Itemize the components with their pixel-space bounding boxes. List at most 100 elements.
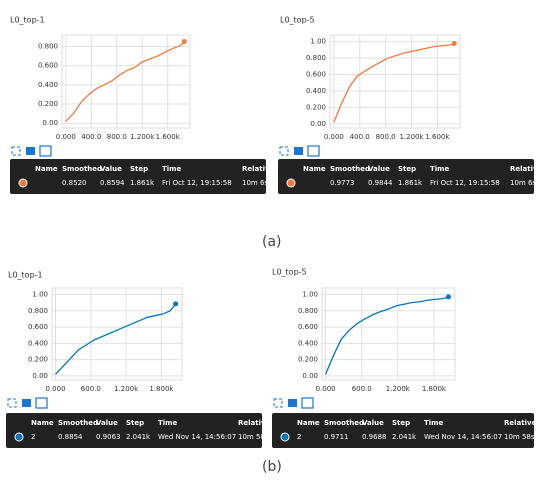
expand-icon[interactable] bbox=[11, 146, 21, 156]
x-tick-label: 1.800k bbox=[422, 385, 447, 393]
x-tick-label: 600.0 bbox=[81, 385, 101, 393]
tooltip-header: Name bbox=[35, 165, 58, 173]
fit-icon[interactable] bbox=[39, 145, 52, 157]
x-tick-label: 400.0 bbox=[350, 133, 370, 141]
line bbox=[333, 42, 455, 123]
data-icon[interactable] bbox=[26, 147, 35, 155]
tooltip-cell: 0.8854 bbox=[58, 433, 83, 441]
tooltip-header: Time bbox=[424, 419, 443, 427]
y-tick-label: 0.800 bbox=[306, 54, 326, 62]
x-tick-label: 800.0 bbox=[376, 133, 396, 141]
chart-title: L0_top-1 bbox=[10, 16, 45, 25]
tooltip-header: Relative bbox=[510, 165, 538, 173]
x-tick-label: 400.0 bbox=[81, 133, 101, 141]
data-icon[interactable] bbox=[288, 399, 297, 407]
tooltip-header: Step bbox=[130, 165, 148, 173]
tooltip-header: Relative bbox=[504, 419, 537, 427]
x-tick-label: 600.0 bbox=[352, 385, 372, 393]
expand-icon[interactable] bbox=[7, 398, 17, 408]
y-tick-label: 0.00 bbox=[310, 120, 326, 128]
tooltip-cell: 0.9063 bbox=[96, 433, 121, 441]
y-tick-label: 0.200 bbox=[306, 103, 326, 111]
tooltip-cell: Fri Oct 12, 19:15:58 bbox=[162, 179, 232, 187]
tooltip-cell: 0.9711 bbox=[324, 433, 349, 441]
tooltip-cell: 2.041k bbox=[392, 433, 417, 441]
x-tick-label: 1.200k bbox=[386, 385, 411, 393]
line bbox=[55, 303, 177, 375]
fit-icon[interactable] bbox=[307, 145, 320, 157]
tooltip-header: Value bbox=[362, 419, 384, 427]
tooltip-box bbox=[10, 159, 266, 194]
tooltip-cell: 10m 6s bbox=[242, 179, 268, 187]
plot-border bbox=[329, 34, 461, 129]
data-icon[interactable] bbox=[22, 399, 31, 407]
tooltip-header: Relative bbox=[242, 165, 275, 173]
tooltip-box bbox=[278, 159, 534, 194]
y-tick-label: 0.400 bbox=[298, 339, 318, 347]
plot-border bbox=[51, 287, 183, 381]
tooltip-box bbox=[6, 413, 262, 448]
series-swatch bbox=[18, 178, 28, 188]
x-tick-label: 800.0 bbox=[107, 133, 127, 141]
y-tick-label: 0.400 bbox=[38, 81, 58, 89]
tooltip-header: Smoothed bbox=[330, 165, 370, 173]
chart-title: L0_top-5 bbox=[272, 268, 307, 277]
tooltip-cell: 1.861k bbox=[130, 179, 155, 187]
y-tick-label: 0.600 bbox=[38, 62, 58, 70]
expand-icon[interactable] bbox=[273, 398, 283, 408]
y-tick-label: 0.400 bbox=[28, 339, 48, 347]
tooltip-header: Name bbox=[303, 165, 326, 173]
tooltip-header: Step bbox=[392, 419, 410, 427]
fit-icon[interactable] bbox=[35, 397, 48, 409]
tooltip-cell: 0.9844 bbox=[368, 179, 393, 187]
tooltip-header: Time bbox=[162, 165, 181, 173]
y-tick-label: 0.600 bbox=[28, 323, 48, 331]
end-point bbox=[445, 294, 451, 300]
y-tick-label: 0.800 bbox=[298, 307, 318, 315]
y-tick-label: 0.00 bbox=[32, 372, 48, 380]
tooltip-cell: 2.041k bbox=[126, 433, 151, 441]
tooltip-header: Smoothed bbox=[58, 419, 98, 427]
y-tick-label: 1.00 bbox=[302, 291, 318, 299]
chart-title: L0_top-5 bbox=[280, 16, 315, 25]
tooltip-cell: 0.9773 bbox=[330, 179, 355, 187]
end-point bbox=[173, 301, 179, 307]
x-tick-label: 1.600k bbox=[425, 133, 450, 141]
caption: (a) bbox=[262, 234, 282, 250]
tooltip-header: Smoothed bbox=[62, 165, 102, 173]
data-icon[interactable] bbox=[294, 147, 303, 155]
tooltip-header: Time bbox=[158, 419, 177, 427]
tooltip-header: Value bbox=[100, 165, 122, 173]
tooltip-cell: 10m 6s bbox=[510, 179, 536, 187]
line bbox=[65, 41, 185, 122]
plot-border bbox=[61, 34, 191, 129]
tooltip-header: Name bbox=[297, 419, 320, 427]
tooltip-header: Name bbox=[31, 419, 54, 427]
tooltip-cell: 0.8594 bbox=[100, 179, 125, 187]
tooltip-name: 2 bbox=[297, 433, 301, 441]
expand-icon[interactable] bbox=[279, 146, 289, 156]
series-swatch bbox=[14, 432, 24, 442]
x-tick-label: 0.000 bbox=[56, 133, 76, 141]
y-tick-label: 0.800 bbox=[38, 43, 58, 51]
y-tick-label: 0.00 bbox=[42, 119, 58, 127]
x-tick-label: 0.000 bbox=[324, 133, 344, 141]
tooltip-cell: 1.861k bbox=[398, 179, 423, 187]
tooltip-header: Step bbox=[126, 419, 144, 427]
tooltip-cell: Wed Nov 14, 14:56:07 bbox=[424, 433, 502, 441]
end-point bbox=[181, 39, 187, 45]
y-tick-label: 0.200 bbox=[298, 356, 318, 364]
x-tick-label: 1.200k bbox=[130, 133, 155, 141]
end-point bbox=[451, 40, 457, 46]
line bbox=[325, 296, 449, 375]
tooltip-header: Smoothed bbox=[324, 419, 364, 427]
tooltip-header: Time bbox=[430, 165, 449, 173]
tooltip-cell: 10m 58s bbox=[504, 433, 535, 441]
tooltip-header: Step bbox=[398, 165, 416, 173]
fit-icon[interactable] bbox=[301, 397, 314, 409]
